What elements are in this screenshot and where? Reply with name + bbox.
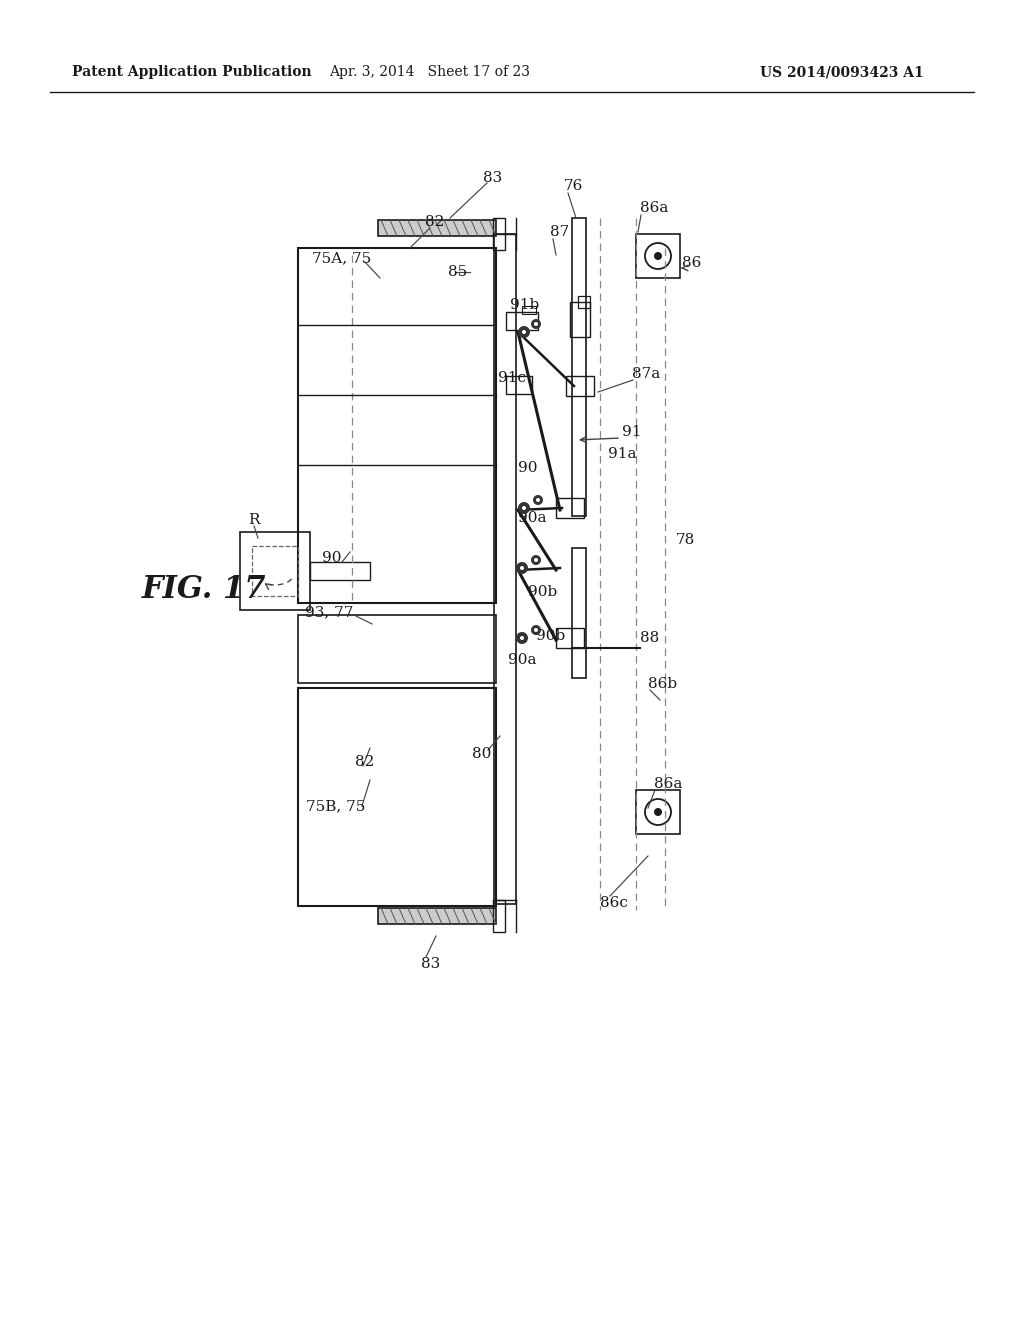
Text: 87: 87: [550, 224, 569, 239]
Bar: [493, 218, 505, 249]
Circle shape: [531, 319, 541, 329]
Text: 90a: 90a: [508, 653, 537, 667]
Bar: [378, 220, 496, 236]
Bar: [572, 548, 586, 678]
Text: 90b: 90b: [536, 630, 565, 643]
Text: 93, 77: 93, 77: [305, 605, 353, 619]
Text: 76: 76: [564, 180, 584, 193]
Bar: [556, 498, 584, 517]
Circle shape: [516, 632, 528, 644]
Bar: [570, 302, 590, 337]
Bar: [252, 546, 298, 597]
Bar: [522, 306, 536, 314]
Bar: [636, 234, 680, 279]
Bar: [493, 900, 505, 932]
Circle shape: [522, 506, 526, 510]
Circle shape: [531, 554, 541, 565]
Circle shape: [654, 808, 662, 816]
Circle shape: [654, 252, 662, 260]
Circle shape: [536, 498, 540, 502]
Circle shape: [518, 326, 530, 338]
Bar: [578, 296, 590, 308]
Bar: [240, 532, 310, 610]
Bar: [506, 376, 532, 393]
Circle shape: [522, 330, 526, 334]
Text: 75B, 75: 75B, 75: [306, 799, 366, 813]
Bar: [310, 562, 370, 579]
Circle shape: [534, 628, 538, 632]
Circle shape: [518, 502, 530, 513]
Text: 78: 78: [676, 533, 695, 546]
Text: 90a: 90a: [518, 511, 547, 525]
Text: 90: 90: [322, 550, 341, 565]
Text: 86a: 86a: [640, 201, 669, 215]
Text: 82: 82: [355, 755, 375, 770]
Text: Apr. 3, 2014   Sheet 17 of 23: Apr. 3, 2014 Sheet 17 of 23: [330, 65, 530, 79]
Text: 88: 88: [640, 631, 659, 645]
Circle shape: [534, 558, 538, 562]
Bar: [298, 615, 496, 682]
Bar: [378, 908, 496, 924]
Text: 82: 82: [425, 215, 444, 228]
Text: 86b: 86b: [648, 677, 677, 690]
Text: US 2014/0093423 A1: US 2014/0093423 A1: [760, 65, 924, 79]
Circle shape: [520, 636, 524, 640]
Text: 86: 86: [682, 256, 701, 271]
Text: 91a: 91a: [608, 447, 637, 461]
Text: 86a: 86a: [654, 777, 682, 791]
Circle shape: [534, 322, 538, 326]
Text: 90b: 90b: [528, 585, 557, 599]
Circle shape: [516, 562, 528, 574]
Text: Patent Application Publication: Patent Application Publication: [72, 65, 311, 79]
Text: 91c: 91c: [498, 371, 526, 385]
Text: 83: 83: [421, 957, 440, 972]
Text: 87a: 87a: [632, 367, 660, 381]
Bar: [636, 789, 680, 834]
Bar: [298, 248, 496, 603]
Bar: [506, 312, 538, 330]
Text: 80: 80: [472, 747, 492, 762]
Text: 85: 85: [449, 265, 467, 279]
Text: FIG. 17: FIG. 17: [142, 574, 266, 606]
Bar: [572, 218, 586, 516]
Text: 91b: 91b: [510, 298, 540, 312]
Text: R: R: [248, 513, 259, 527]
Text: 86c: 86c: [600, 896, 628, 909]
Circle shape: [520, 566, 524, 570]
Circle shape: [534, 495, 543, 506]
Text: 83: 83: [483, 172, 502, 185]
Bar: [494, 234, 516, 904]
Bar: [566, 376, 594, 396]
Bar: [556, 628, 584, 648]
Bar: [298, 688, 496, 906]
Text: 90: 90: [518, 461, 538, 475]
Circle shape: [531, 624, 541, 635]
Text: 91: 91: [622, 425, 641, 440]
Text: 75A, 75: 75A, 75: [312, 251, 372, 265]
